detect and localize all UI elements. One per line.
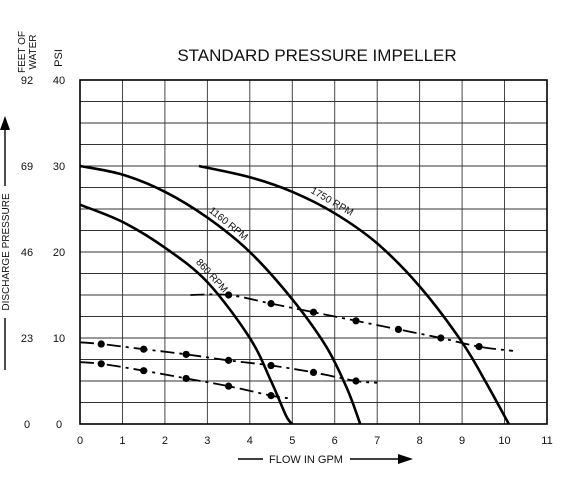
grid (80, 80, 547, 424)
psi-axis-header: PSI (53, 49, 65, 67)
psi-tick-label: 10 (53, 333, 65, 345)
x-tick-label: 10 (498, 435, 510, 447)
x-tick-label: 6 (332, 435, 338, 447)
pump-curve-label: 860 RPM (193, 257, 229, 295)
feet-tick-label: 46 (21, 247, 33, 259)
feet-axis-header: FEET OF WATER (17, 31, 39, 73)
system-curve-point (97, 360, 105, 368)
system-curve-point (182, 350, 190, 358)
x-tick-label: 5 (289, 435, 295, 447)
system-curve-point (140, 367, 148, 375)
system-curve-point (267, 392, 275, 400)
x-tick-label: 1 (119, 435, 125, 447)
pump-curve-line (198, 164, 510, 425)
system-curve-point (224, 291, 233, 299)
psi-tick-label: 20 (53, 247, 65, 259)
y-label-arrowhead (0, 116, 10, 130)
system-curve-point (182, 374, 190, 383)
psi-tick-label: 30 (53, 161, 65, 173)
plot-frame (79, 79, 548, 425)
pump-curve-line (79, 203, 294, 425)
psi-tick-label: 0 (56, 419, 62, 431)
x-axis-label: FLOW IN GPM (269, 454, 343, 466)
system-curve-point (267, 300, 275, 308)
pump-curve-label: 1160 RPM (207, 205, 250, 243)
feet-tick-label: 0 (24, 419, 30, 431)
psi-tick-label: 40 (53, 75, 65, 87)
system-curve-point (394, 325, 403, 333)
feet-tick-label: 92 (21, 75, 33, 87)
x-tick-label: 11 (541, 435, 552, 447)
system-curve-point (224, 356, 233, 364)
feet-header-line: WATER (28, 35, 39, 70)
x-tick-label: 8 (417, 435, 423, 447)
plot-border (79, 79, 548, 425)
system-curve-line (79, 341, 378, 384)
feet-header-line: FEET OF (17, 31, 28, 73)
system-curve-point (352, 377, 360, 385)
x-tick-label: 4 (247, 435, 253, 447)
system-curve-point (267, 361, 275, 370)
system-curve-point (224, 382, 233, 390)
chart-title: STANDARD PRESSURE IMPELLER (177, 46, 456, 65)
x-tick-label: 2 (162, 435, 168, 447)
feet-tick-label: 69 (21, 161, 33, 173)
x-tick-label: 7 (374, 435, 380, 447)
system-curve-point (352, 317, 360, 325)
x-tick-label: 9 (459, 435, 465, 447)
y-axis-label: DISCHARGE PRESSURE (1, 193, 12, 311)
system-curve-point (475, 343, 483, 351)
system-curve-point (97, 340, 105, 348)
x-tick-label: 0 (77, 435, 83, 447)
system-curve-point (309, 368, 318, 376)
y-axis-label-group: DISCHARGE PRESSURE (0, 116, 12, 370)
x-label-arrowhead (398, 454, 413, 464)
system-curve-point (140, 345, 148, 353)
x-tick-label: 3 (204, 435, 210, 447)
system-curve-point (437, 334, 445, 342)
feet-tick-label: 23 (21, 333, 33, 345)
system-curve-point (309, 308, 318, 316)
